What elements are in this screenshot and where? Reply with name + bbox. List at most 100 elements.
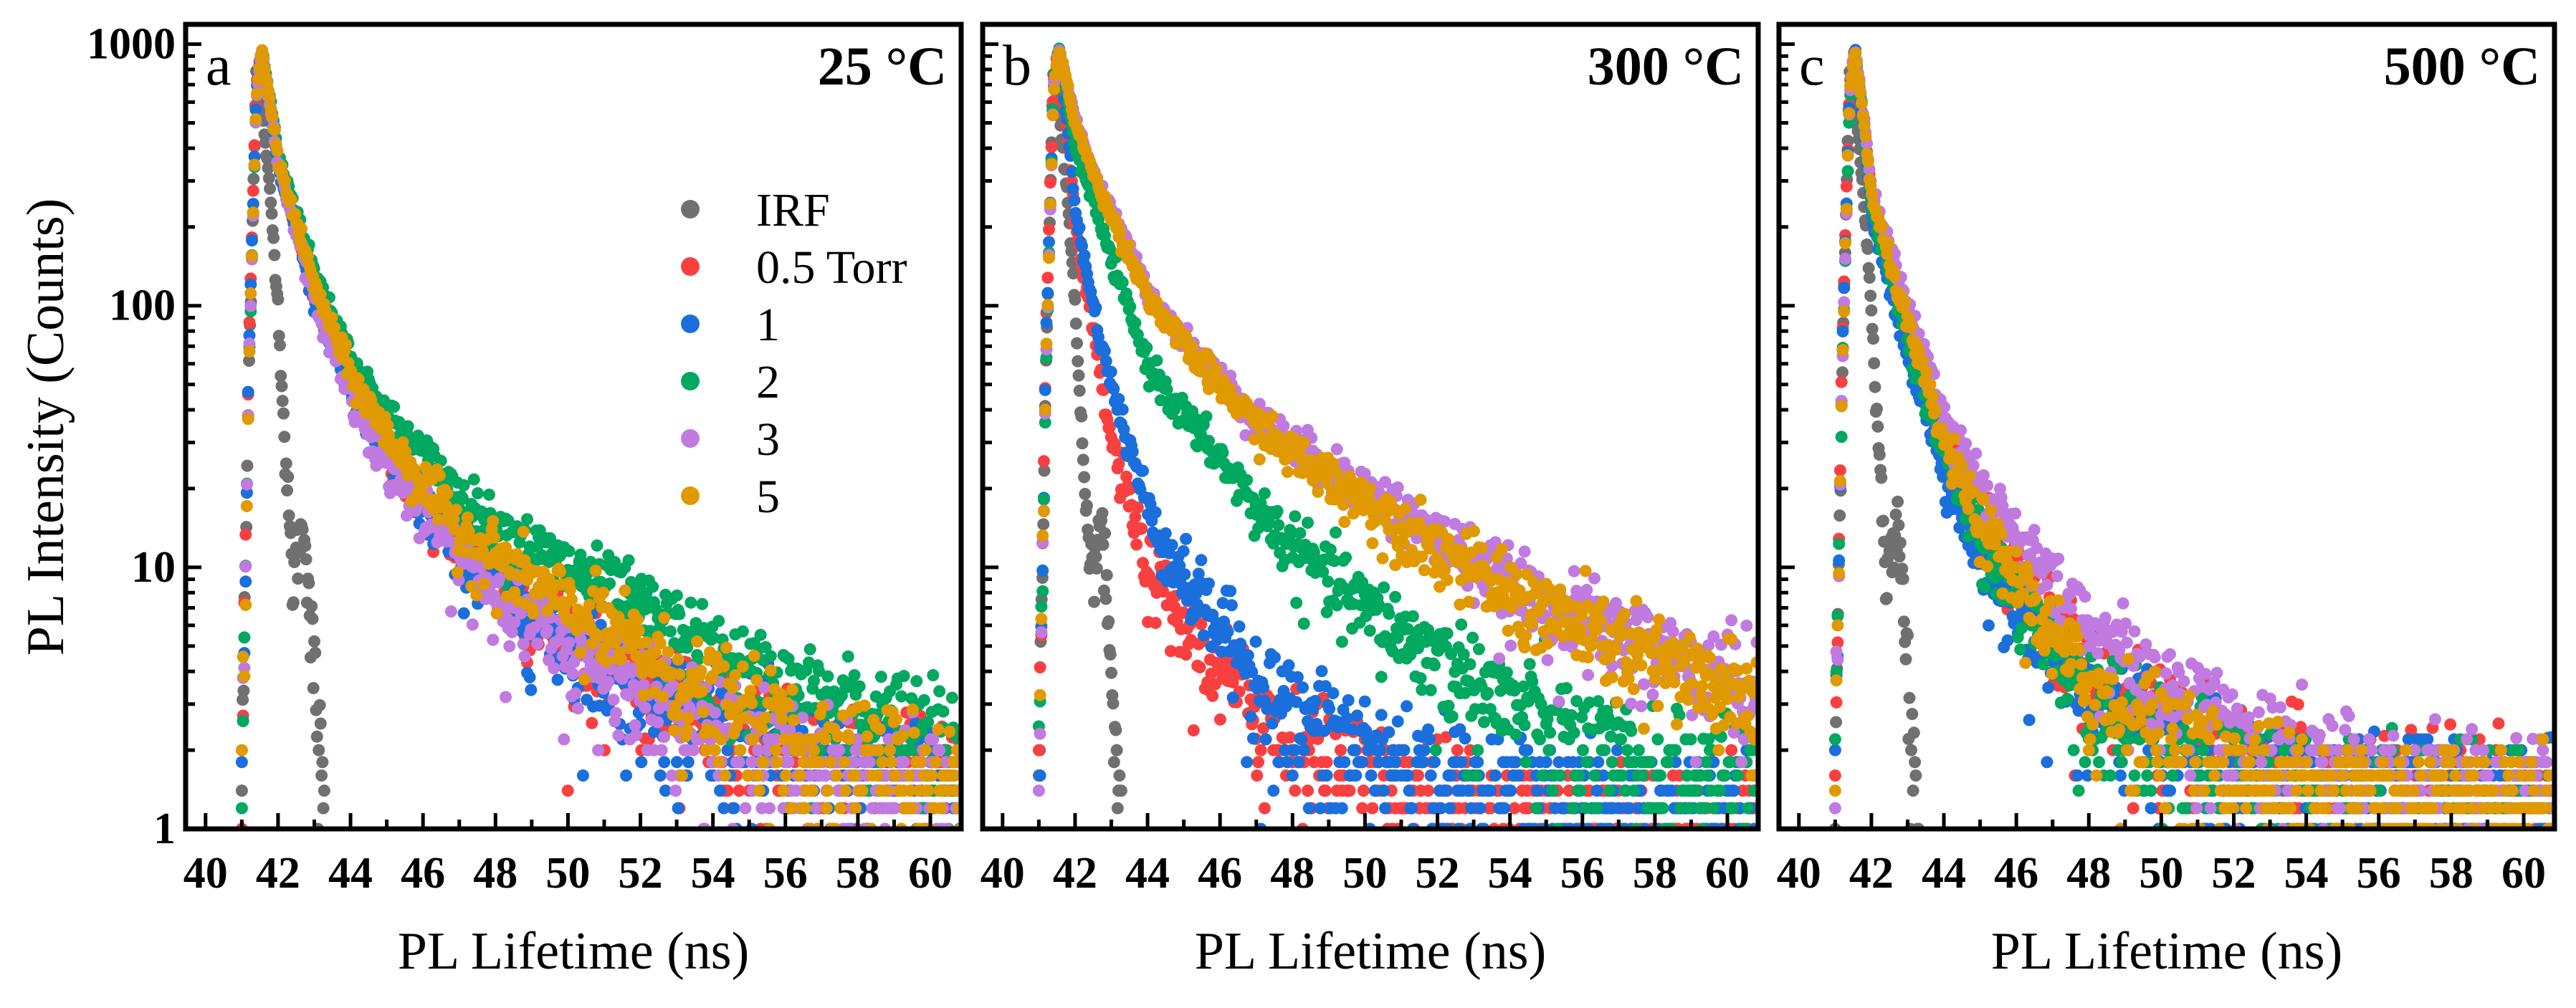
- data-point: [682, 756, 695, 769]
- data-point: [235, 744, 248, 757]
- data-point: [670, 589, 683, 602]
- data-point: [760, 744, 773, 757]
- data-point: [1465, 802, 1478, 815]
- data-point: [1258, 802, 1271, 815]
- data-point: [1234, 638, 1247, 651]
- data-point: [1684, 733, 1697, 746]
- data-point: [561, 784, 574, 797]
- data-point: [1039, 383, 1051, 396]
- data-point: [318, 784, 330, 797]
- data-point: [659, 784, 672, 797]
- data-point: [271, 145, 284, 157]
- data-point: [505, 568, 517, 581]
- data-point: [1116, 403, 1129, 416]
- data-point: [244, 287, 257, 299]
- data-point: [1451, 744, 1464, 757]
- data-point: [1724, 756, 1737, 769]
- data-point: [242, 413, 254, 426]
- data-point: [609, 556, 621, 568]
- data-point: [1041, 272, 1054, 284]
- data-point: [769, 744, 782, 757]
- data-point: [1200, 410, 1213, 423]
- data-point: [1517, 680, 1530, 693]
- data-point: [1105, 666, 1117, 679]
- data-point: [1358, 695, 1371, 708]
- data-point: [759, 711, 772, 724]
- data-point: [1149, 506, 1162, 519]
- data-point: [1112, 458, 1125, 470]
- data-point: [609, 636, 621, 649]
- data-point: [1464, 658, 1477, 671]
- data-point: [569, 687, 582, 700]
- data-point: [1099, 527, 1112, 539]
- data-point: [808, 744, 820, 757]
- data-point: [890, 713, 902, 726]
- data-point: [1205, 667, 1218, 680]
- data-point: [490, 607, 503, 620]
- data-point: [1320, 756, 1333, 769]
- data-point: [1246, 666, 1259, 678]
- data-point: [1342, 694, 1355, 706]
- data-point: [625, 576, 638, 588]
- data-point: [1654, 769, 1666, 782]
- data-point: [739, 711, 752, 724]
- data-point: [1284, 731, 1297, 744]
- data-point: [325, 311, 338, 324]
- x-tick-label: 54: [691, 849, 735, 898]
- data-point: [488, 531, 500, 544]
- data-point: [687, 744, 700, 757]
- data-point: [1257, 722, 1270, 735]
- data-point: [237, 651, 249, 663]
- data-point: [821, 784, 834, 797]
- data-point: [558, 733, 571, 746]
- data-point: [1363, 744, 1375, 757]
- data-point: [1398, 744, 1411, 757]
- data-point: [1110, 724, 1122, 736]
- data-point: [1272, 519, 1285, 532]
- data-point: [247, 198, 259, 211]
- data-point: [1320, 606, 1333, 618]
- data-point: [1478, 716, 1490, 729]
- legend-marker: [681, 200, 700, 219]
- data-point: [720, 641, 733, 654]
- data-point: [902, 769, 915, 782]
- data-point: [654, 769, 667, 782]
- data-point: [461, 511, 474, 524]
- data-point: [1177, 606, 1190, 619]
- data-point: [493, 572, 506, 585]
- data-point: [571, 702, 584, 715]
- data-point: [1416, 683, 1428, 696]
- data-point: [717, 802, 730, 815]
- data-point: [459, 546, 472, 559]
- data-point: [769, 733, 782, 746]
- data-point: [696, 597, 709, 610]
- data-point: [248, 139, 261, 152]
- data-point: [1406, 802, 1418, 815]
- data-point: [276, 395, 289, 408]
- data-point: [1523, 658, 1536, 671]
- data-point: [1102, 615, 1115, 628]
- data-point: [1391, 715, 1404, 728]
- data-point: [758, 681, 771, 694]
- data-point: [1471, 756, 1484, 769]
- data-point: [574, 646, 587, 659]
- data-point: [1612, 802, 1625, 815]
- data-point: [712, 756, 725, 769]
- data-point: [1037, 493, 1050, 506]
- data-point: [1320, 769, 1333, 782]
- data-point: [1493, 652, 1506, 665]
- data-point: [1424, 769, 1437, 782]
- data-point: [1536, 769, 1549, 782]
- legend-marker: [681, 486, 700, 505]
- data-point: [1032, 744, 1045, 757]
- data-point: [696, 685, 709, 698]
- data-point: [1036, 585, 1049, 597]
- data-point: [1069, 317, 1082, 330]
- data-point: [272, 293, 285, 306]
- data-point: [1518, 719, 1531, 731]
- data-point: [1164, 645, 1177, 658]
- data-point: [1580, 584, 1593, 596]
- data-point: [1044, 176, 1056, 189]
